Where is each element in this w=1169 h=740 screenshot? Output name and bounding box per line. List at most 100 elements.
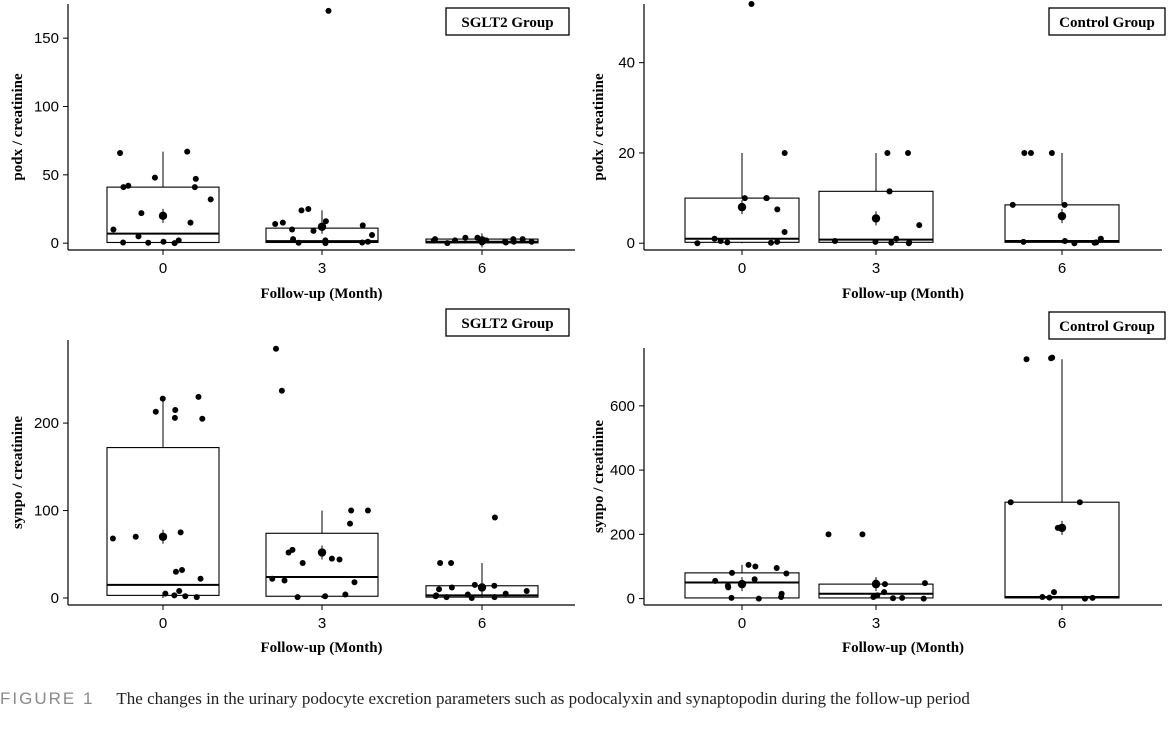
data-point	[778, 593, 785, 600]
data-point	[474, 234, 481, 241]
data-point	[452, 237, 459, 244]
data-point	[745, 561, 752, 568]
data-point	[172, 406, 179, 413]
data-point	[1023, 356, 1030, 363]
box-iqr	[106, 447, 220, 596]
data-point	[478, 239, 485, 246]
data-point	[881, 589, 888, 596]
data-point	[125, 182, 132, 189]
y-tick-label: 100	[34, 99, 59, 116]
data-point	[305, 206, 312, 212]
data-point	[774, 238, 781, 245]
data-point	[199, 415, 206, 422]
data-point	[310, 227, 317, 234]
x-tick-label: 0	[738, 260, 746, 277]
data-point	[1076, 499, 1083, 506]
data-point	[711, 235, 718, 242]
data-point	[781, 228, 788, 235]
data-point	[187, 219, 194, 226]
data-point	[132, 533, 139, 540]
data-point	[171, 592, 178, 599]
data-point	[322, 218, 329, 225]
x-tick-label: 6	[1058, 260, 1066, 277]
y-tick-label: 200	[34, 415, 59, 432]
data-point	[279, 219, 286, 226]
data-point	[448, 584, 455, 591]
mean-point	[737, 579, 747, 589]
legend-box	[1048, 311, 1166, 340]
data-point	[184, 148, 191, 155]
data-point	[347, 520, 354, 527]
data-point	[325, 7, 332, 14]
data-point	[872, 238, 879, 245]
x-axis-title: Follow-up (Month)	[842, 640, 964, 656]
data-point	[741, 195, 748, 202]
data-point	[269, 575, 276, 582]
data-point	[519, 236, 526, 243]
data-point	[884, 149, 891, 156]
x-tick-label: 6	[478, 615, 486, 632]
data-point	[120, 239, 127, 246]
data-point	[893, 235, 900, 242]
y-tick-label: 200	[610, 526, 635, 543]
data-point	[1021, 149, 1028, 156]
data-point	[783, 570, 790, 577]
data-point	[1046, 594, 1053, 601]
x-tick-label: 3	[872, 260, 880, 277]
legend-label: SGLT2 Group	[461, 316, 553, 332]
data-point	[197, 575, 204, 582]
data-point	[1061, 201, 1068, 208]
data-point	[870, 593, 877, 600]
data-point	[159, 395, 166, 402]
mean-point	[477, 583, 487, 592]
data-point	[110, 226, 117, 233]
data-point	[145, 239, 152, 246]
x-tick-label: 6	[478, 260, 486, 277]
legend-label: Control Group	[1059, 319, 1155, 335]
y-tick-label: 0	[627, 591, 635, 608]
figure-canvas: 0 50 100 150 0 3 6 Follow-up (Month) podx / crea…	[10, 1, 1166, 656]
data-point	[295, 239, 302, 246]
data-point	[890, 595, 897, 602]
x-tick-label: 6	[1058, 615, 1066, 632]
data-point	[491, 582, 498, 589]
chart-panel-2: 0 20 40 0 3 6 Follow-up (Month) podx / creatini…	[591, 1, 1166, 302]
y-axis-title: synpo / creatinine	[10, 416, 26, 529]
data-point	[694, 240, 701, 247]
figure-label: FIGURE 1	[0, 689, 95, 708]
x-axis-title: Follow-up (Month)	[260, 640, 382, 656]
data-point	[831, 237, 838, 244]
x-tick-label: 3	[872, 615, 880, 632]
data-point	[436, 586, 443, 593]
data-point	[1007, 499, 1014, 506]
data-point	[299, 560, 306, 567]
data-point	[1061, 237, 1068, 244]
data-point	[725, 584, 732, 591]
chart-panel-3: 0 100 200 0 3 6 Follow-up (Month) synpo / creat…	[10, 308, 575, 656]
legend-label: Control Group	[1059, 15, 1155, 31]
x-tick-label: 0	[738, 615, 746, 632]
data-point	[502, 239, 509, 246]
data-point	[920, 595, 927, 602]
data-point	[502, 590, 509, 597]
data-point	[491, 594, 498, 601]
data-point	[117, 149, 124, 156]
data-point	[1097, 235, 1104, 242]
data-point	[278, 387, 285, 394]
data-point	[138, 210, 145, 217]
data-point	[151, 174, 158, 181]
mean-point	[317, 548, 327, 557]
data-point	[322, 240, 329, 247]
data-point	[724, 239, 731, 246]
data-point	[872, 579, 879, 586]
y-tick-label: 150	[34, 30, 59, 47]
data-point	[359, 222, 366, 229]
legend-box	[445, 7, 570, 36]
data-point	[921, 580, 928, 587]
data-point	[171, 240, 178, 247]
data-point	[752, 563, 759, 570]
mean-point	[317, 222, 327, 231]
data-point	[751, 576, 758, 583]
data-point	[781, 149, 788, 156]
data-point	[444, 240, 451, 247]
